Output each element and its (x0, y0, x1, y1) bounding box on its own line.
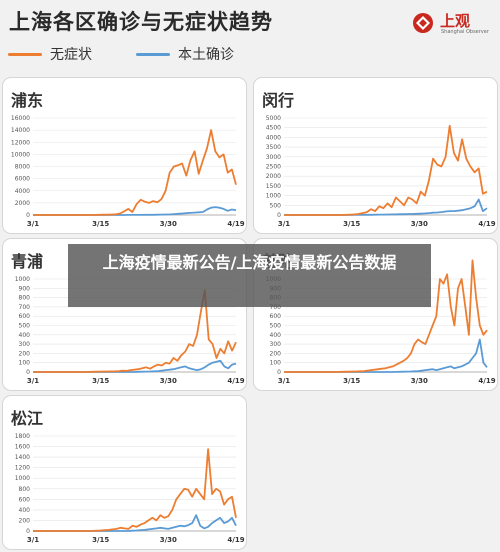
y-tick-label: 8000 (15, 164, 30, 171)
y-tick-label: 3000 (266, 154, 281, 161)
x-tick-label: 3/1 (27, 377, 39, 385)
y-tick-label: 1000 (15, 276, 30, 283)
y-tick-label: 5000 (266, 115, 281, 122)
legend-label: 无症状 (50, 47, 92, 63)
series-line-asymptomatic (284, 124, 488, 216)
y-tick-label: 0 (26, 528, 30, 535)
y-tick-label: 14000 (11, 127, 30, 134)
x-tick-label: 3/1 (27, 220, 39, 228)
y-tick-label: 100 (270, 360, 282, 367)
y-tick-label: 4000 (15, 188, 30, 195)
y-tick-label: 100 (19, 360, 31, 367)
y-tick-label: 0 (277, 369, 281, 376)
x-tick-label: 3/30 (160, 536, 177, 544)
y-tick-label: 2000 (266, 173, 281, 180)
series-line-confirmed (33, 514, 237, 532)
legend-item-confirmed: 本土确诊 (136, 44, 234, 64)
y-tick-label: 3500 (266, 144, 281, 151)
series-line-asymptomatic (284, 259, 488, 373)
y-tick-label: 6000 (15, 176, 30, 183)
caption-text: 上海疫情最新公告/上海疫情最新公告数据 (102, 253, 397, 272)
x-tick-label: 3/1 (278, 377, 290, 385)
y-tick-label: 400 (19, 332, 31, 339)
y-tick-label: 600 (19, 496, 31, 503)
y-tick-label: 2500 (266, 164, 281, 171)
x-tick-label: 4/19 (478, 377, 495, 385)
series-line-confirmed (284, 198, 488, 216)
x-tick-label: 3/15 (92, 377, 109, 385)
chart-panel-songjiang: 松江 0 200 400 600 800 1000 1200 1400 1600 1800 3/1 3… (2, 395, 247, 550)
chart-panel-pudong: 浦东 0 2000 4000 6000 8000 10000 12000 14000 16000… (2, 77, 247, 234)
x-tick-label: 4/19 (227, 220, 244, 228)
y-tick-label: 2000 (15, 200, 30, 207)
x-tick-label: 3/15 (343, 220, 360, 228)
y-tick-label: 0 (277, 212, 281, 219)
y-tick-label: 500 (270, 323, 282, 330)
y-tick-label: 0 (26, 369, 30, 376)
series-line-asymptomatic (33, 129, 237, 216)
y-tick-label: 200 (19, 517, 31, 524)
legend-swatch-asymptomatic (8, 52, 42, 56)
y-tick-label: 400 (19, 507, 31, 514)
y-tick-label: 200 (270, 350, 282, 357)
y-tick-label: 700 (270, 304, 282, 311)
y-tick-label: 800 (19, 295, 31, 302)
y-tick-label: 200 (19, 350, 31, 357)
x-tick-label: 3/15 (92, 536, 109, 544)
y-tick-label: 4000 (266, 134, 281, 141)
chart-panel-minhang: 闵行 0 500 1000 1500 2000 2500 3000 3500 4000 4500 5… (253, 77, 498, 234)
y-tick-label: 12000 (11, 139, 30, 146)
y-tick-label: 4500 (266, 125, 281, 132)
logo-subtitle: Shanghai Observer (441, 29, 489, 35)
x-tick-label: 3/30 (411, 220, 428, 228)
y-tick-label: 1000 (266, 193, 281, 200)
y-tick-label: 1600 (15, 444, 30, 451)
chart-svg: 0 500 1000 1500 2000 2500 3000 3500 4000 4500 5000… (266, 115, 496, 228)
y-tick-label: 300 (270, 341, 282, 348)
series-line-asymptomatic (33, 448, 237, 532)
legend: 无症状 本土确诊 (8, 44, 278, 64)
x-tick-label: 4/19 (227, 377, 244, 385)
legend-label: 本土确诊 (178, 47, 234, 63)
logo-icon (413, 13, 433, 33)
y-tick-label: 400 (270, 332, 282, 339)
x-tick-label: 4/19 (478, 220, 495, 228)
chart-title: 松江 (11, 409, 44, 428)
caption-overlay: 上海疫情最新公告/上海疫情最新公告数据 (68, 244, 431, 307)
logo-text: 上观 (440, 12, 471, 30)
x-tick-label: 3/1 (27, 536, 39, 544)
y-tick-label: 500 (19, 323, 31, 330)
chart-svg: 0 200 400 600 800 1000 1200 1400 1600 1800 3/1 3/15… (15, 433, 245, 544)
x-tick-label: 3/15 (343, 377, 360, 385)
chart-title: 浦东 (11, 91, 44, 110)
chart-title: 闵行 (262, 91, 295, 110)
x-tick-label: 3/15 (92, 220, 109, 228)
y-tick-label: 700 (19, 304, 31, 311)
y-tick-label: 600 (270, 313, 282, 320)
y-tick-label: 16000 (11, 115, 30, 122)
y-tick-label: 1400 (15, 454, 30, 461)
y-tick-label: 1800 (15, 433, 30, 440)
brand-logo: 上观 Shanghai Observer (412, 10, 490, 42)
y-tick-label: 1500 (266, 183, 281, 190)
x-tick-label: 4/19 (227, 536, 244, 544)
y-tick-label: 300 (19, 341, 31, 348)
chart-svg: 0 2000 4000 6000 8000 10000 12000 14000 16000 3/1… (11, 115, 245, 228)
x-tick-label: 3/30 (160, 220, 177, 228)
y-tick-label: 900 (19, 285, 31, 292)
chart-title: 青浦 (11, 252, 44, 271)
y-tick-label: 1000 (15, 475, 30, 482)
x-tick-label: 3/30 (160, 377, 177, 385)
x-tick-label: 3/30 (411, 377, 428, 385)
y-tick-label: 600 (19, 313, 31, 320)
y-tick-label: 800 (19, 486, 31, 493)
legend-swatch-confirmed (136, 52, 170, 56)
y-tick-label: 0 (26, 212, 30, 219)
legend-item-asymptomatic: 无症状 (8, 44, 92, 64)
y-tick-label: 10000 (11, 151, 30, 158)
y-tick-label: 500 (270, 202, 282, 209)
page-title: 上海各区确诊与无症状趋势 (9, 10, 273, 34)
x-tick-label: 3/1 (278, 220, 290, 228)
y-tick-label: 1200 (15, 465, 30, 472)
